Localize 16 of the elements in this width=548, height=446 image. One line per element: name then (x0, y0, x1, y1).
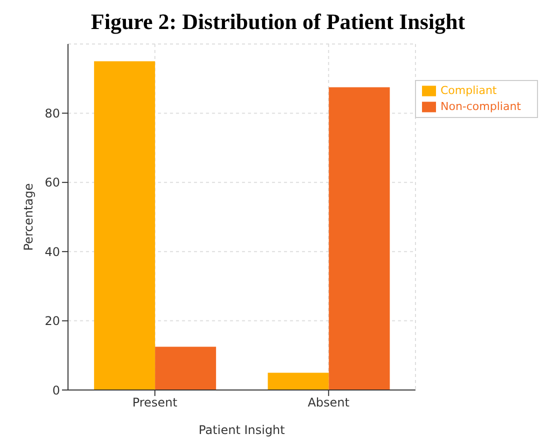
bar (94, 61, 156, 390)
y-tick-label: 40 (44, 244, 60, 259)
y-tick-label: 80 (44, 106, 60, 120)
x-tick-label: Absent (308, 396, 350, 410)
y-tick-label: 60 (44, 176, 60, 190)
legend-label: Non-compliant (440, 100, 521, 113)
bar (268, 372, 329, 390)
x-tick-label: Present (132, 396, 178, 410)
y-tick-label: 20 (44, 314, 60, 328)
bar (155, 346, 216, 390)
y-axis-title: Percentage (21, 183, 36, 251)
y-tick-label: 0 (52, 383, 60, 398)
legend-label: Compliant (440, 84, 497, 97)
chart-title: Figure 2: Distribution of Patient Insight (90, 8, 466, 36)
bar (328, 87, 390, 390)
x-axis-title: Patient Insight (198, 423, 286, 437)
